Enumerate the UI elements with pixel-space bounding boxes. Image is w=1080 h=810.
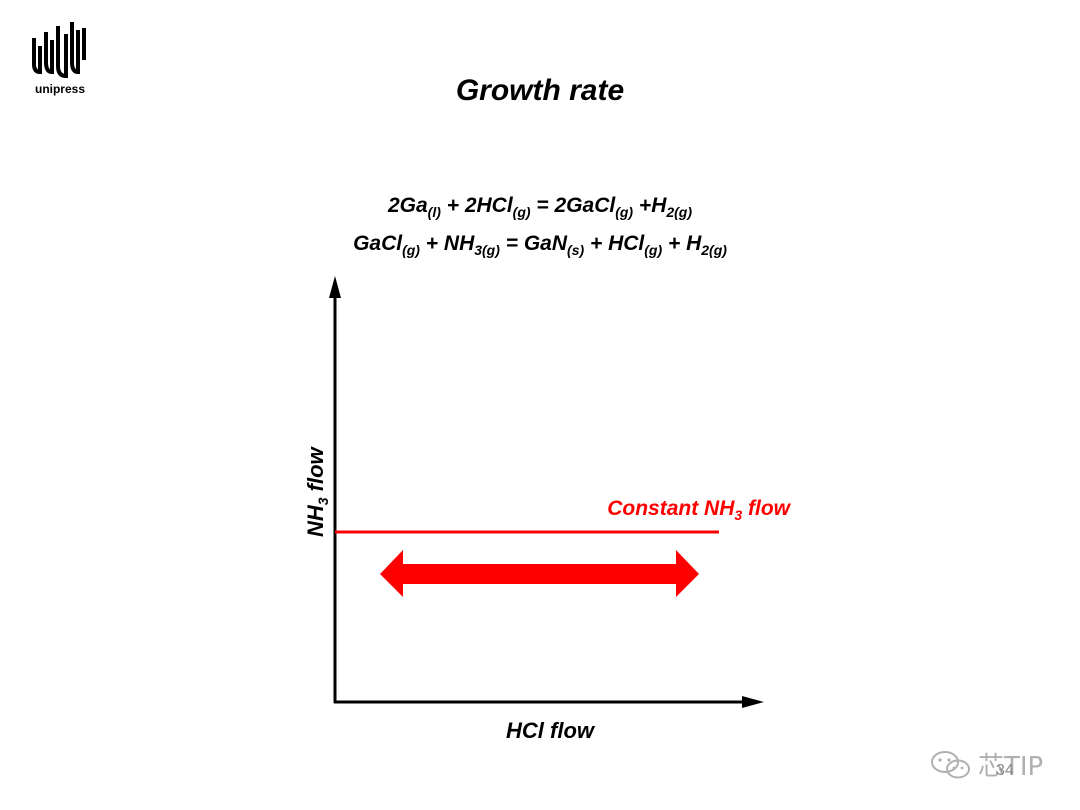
x-axis-label: HCl flow: [506, 718, 594, 743]
double-headed-arrow: [380, 550, 699, 597]
equation-subscript: 2(g): [666, 204, 693, 221]
equation-term: = 2GaCl: [530, 194, 616, 217]
y-axis-label: NH3 flow: [302, 447, 332, 538]
equation-subscript: 2(g): [701, 242, 727, 259]
equation-subscript: (g): [615, 204, 634, 221]
equation-term: = GaN: [499, 232, 568, 256]
watermark-text: 芯TIP: [978, 752, 1044, 782]
equation-subscript: (l): [427, 204, 441, 221]
equation-term: +H: [633, 194, 667, 217]
equation-subscript: (s): [567, 242, 585, 259]
watermark: 芯TIP: [930, 744, 1060, 784]
equation-subscript: 3(g): [474, 242, 500, 259]
unipress-logo-icon: [32, 22, 86, 79]
equation-line-1: 2Ga(l) + 2HCl(g) = 2GaCl(g) +H2(g): [0, 190, 1080, 228]
constant-nh3-label: Constant NH3 flow: [607, 497, 790, 524]
page-title: Growth rate: [455, 74, 625, 107]
x-axis: [334, 696, 764, 708]
page-number: 34: [996, 762, 1014, 779]
equation-subscript: (g): [512, 204, 531, 221]
equation-term: + 2HCl: [440, 194, 513, 217]
equation-term: + H: [662, 232, 702, 256]
equation-term: GaCl: [353, 232, 403, 256]
logo-text: unipress: [34, 82, 85, 96]
equation-term: 2Ga: [387, 194, 428, 217]
logo: unipress: [30, 22, 90, 98]
equation-term: + NH: [419, 232, 475, 256]
equation-line-2: GaCl(g) + NH3(g) = GaN(s) + HCl(g) + H2(…: [0, 228, 1080, 266]
x-axis-arrowhead: [742, 696, 764, 708]
wechat-icon: [931, 751, 970, 779]
equation-subscript: (g): [644, 242, 663, 259]
y-axis-arrowhead: [329, 276, 341, 298]
equation-term: + HCl: [584, 232, 645, 256]
equation-subscript: (g): [402, 242, 420, 259]
y-axis: [329, 276, 341, 703]
reaction-equations: 2Ga(l) + 2HCl(g) = 2GaCl(g) +H2(g) GaCl(…: [0, 190, 1080, 266]
